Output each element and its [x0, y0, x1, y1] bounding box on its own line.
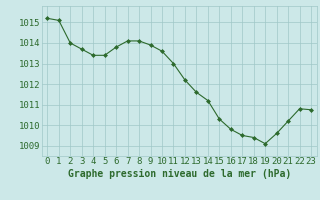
X-axis label: Graphe pression niveau de la mer (hPa): Graphe pression niveau de la mer (hPa)	[68, 169, 291, 179]
